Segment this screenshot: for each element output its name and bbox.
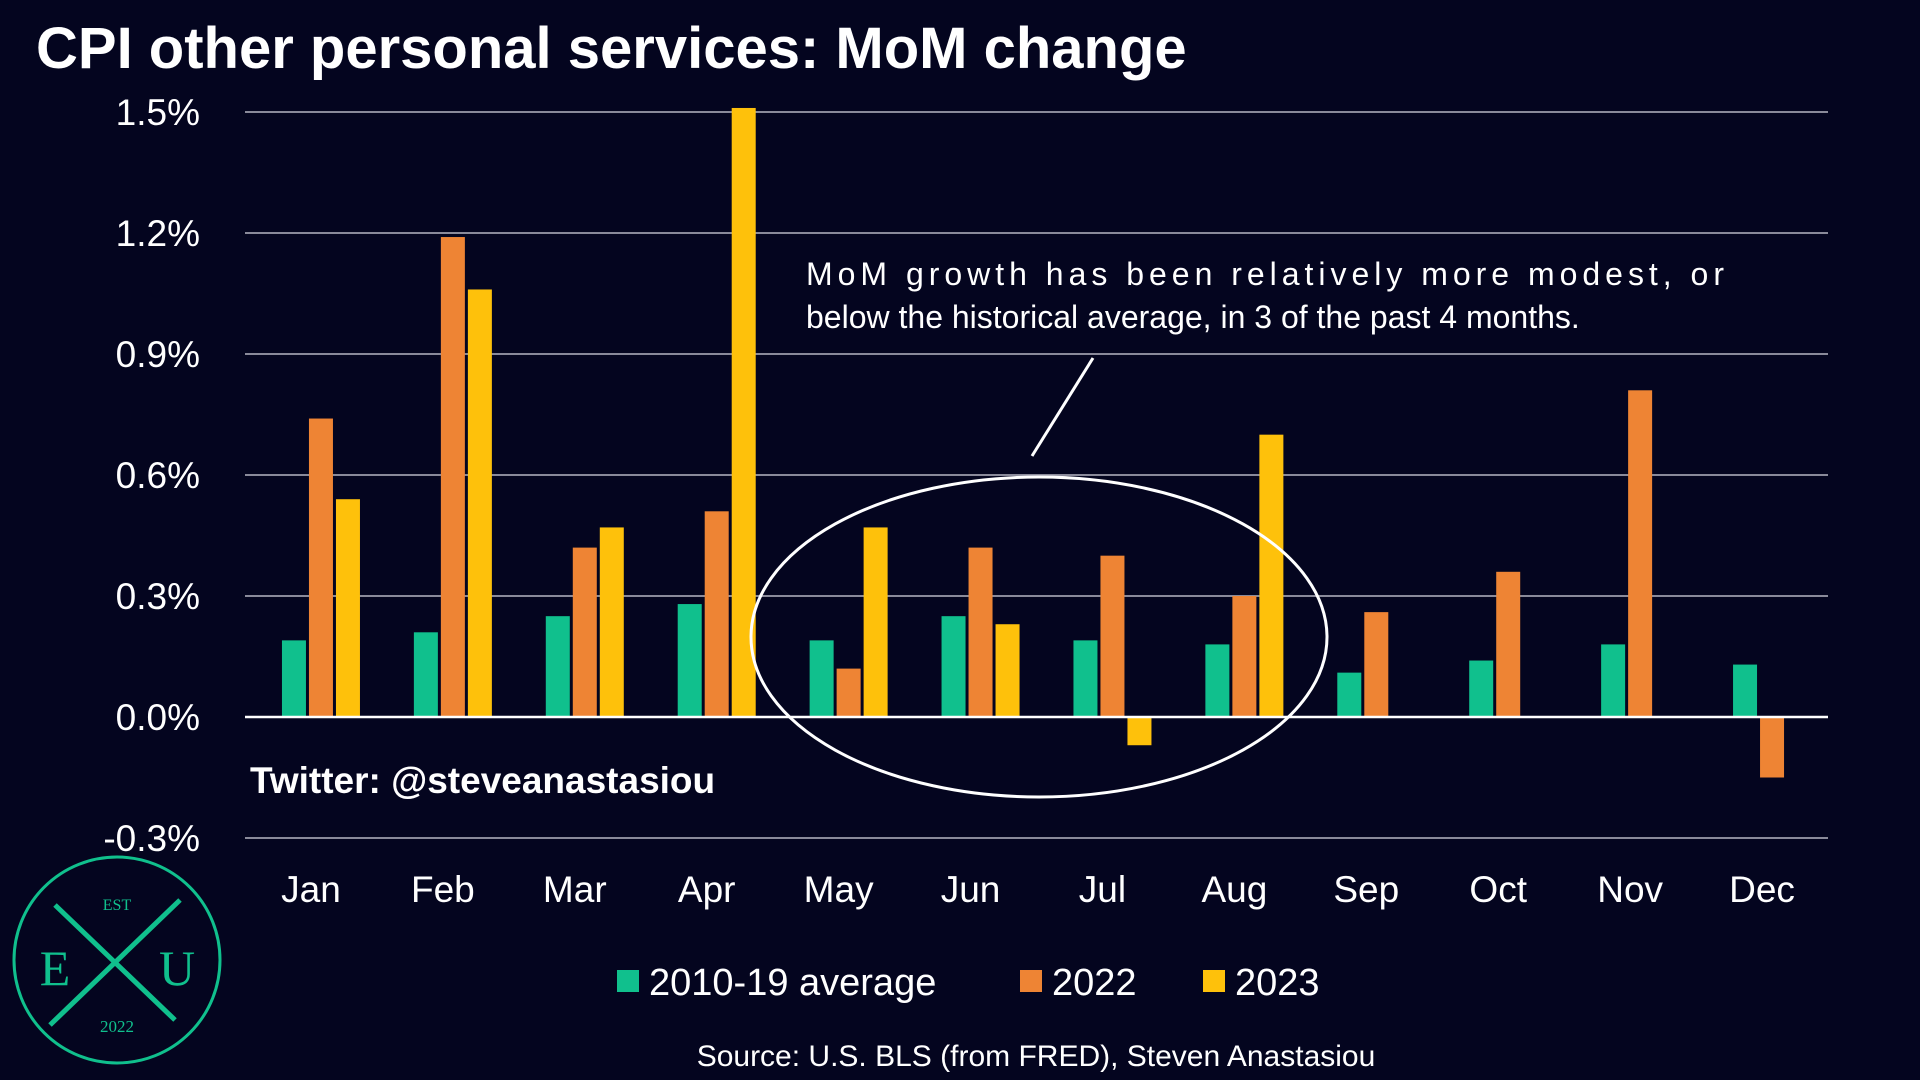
highlight-ellipse <box>749 475 1329 799</box>
bar-2010-19-average-jul <box>1073 640 1098 717</box>
bar-2022-feb <box>440 237 465 718</box>
bar-2022-aug <box>1232 596 1257 717</box>
bar-2010-19-average-nov <box>1601 644 1626 717</box>
y-tick-label: 0.0% <box>116 697 200 738</box>
annotation-line-1: MoM growth has been relatively more mode… <box>806 256 1724 292</box>
logo-u: U <box>159 940 195 996</box>
logo-year: 2022 <box>100 1017 134 1036</box>
bar-2022-jun <box>968 547 993 717</box>
x-tick-label: Jul <box>1079 869 1126 910</box>
bar-2010-19-average-aug <box>1205 644 1230 717</box>
x-tick-label: Nov <box>1597 869 1663 910</box>
bar-2023-may <box>863 527 888 717</box>
bars <box>281 107 1785 778</box>
bar-2022-jan <box>308 418 333 717</box>
legend-swatch <box>1203 970 1225 992</box>
legend-label: 2010-19 average <box>649 962 936 1004</box>
bar-2022-mar <box>572 547 597 717</box>
bar-2023-aug <box>1259 434 1284 717</box>
bar-2022-may <box>836 668 861 717</box>
y-tick-label: 1.2% <box>116 213 200 254</box>
y-tick-label: -0.3% <box>103 818 200 859</box>
gridlines <box>245 111 1828 839</box>
bar-2022-apr <box>704 511 729 717</box>
x-tick-label: May <box>804 869 874 910</box>
bar-2010-19-average-dec <box>1733 664 1758 717</box>
bar-2023-feb <box>467 289 492 717</box>
bar-2022-nov <box>1628 390 1653 717</box>
x-tick-label: Sep <box>1333 869 1399 910</box>
y-tick-label: 0.6% <box>116 455 200 496</box>
x-tick-label: Apr <box>678 869 736 910</box>
x-tick-label: Oct <box>1469 869 1527 910</box>
legend-label: 2023 <box>1235 962 1320 1004</box>
y-tick-label: 0.3% <box>116 576 200 617</box>
bar-2023-jan <box>335 499 360 717</box>
source-note: Source: U.S. BLS (from FRED), Steven Ana… <box>697 1040 1376 1073</box>
bar-2010-19-average-mar <box>545 616 570 717</box>
x-tick-label: Jun <box>941 869 1001 910</box>
bar-2010-19-average-apr <box>677 604 702 717</box>
x-tick-label: Feb <box>411 869 475 910</box>
x-tick-label: Dec <box>1729 869 1795 910</box>
bar-2010-19-average-oct <box>1469 660 1494 717</box>
logo-est: EST <box>103 897 132 914</box>
bar-2022-jul <box>1100 555 1125 717</box>
bar-2010-19-average-jun <box>941 616 966 717</box>
bar-2010-19-average-sep <box>1337 672 1362 717</box>
x-tick-label: Aug <box>1201 869 1267 910</box>
bar-2022-sep <box>1364 612 1389 717</box>
y-axis-ticks: 1.5% 1.2% 0.9% 0.6% 0.3% 0.0% -0.3% <box>103 92 200 859</box>
logo-e: E <box>40 940 71 996</box>
exu-logo: EST E U 2022 <box>12 855 222 1065</box>
y-tick-label: 1.5% <box>116 92 200 133</box>
watermark-handle: Twitter: @steveanastasiou <box>250 760 715 801</box>
legend-swatch <box>1020 970 1042 992</box>
bar-2022-oct <box>1496 571 1521 717</box>
legend-swatch <box>617 970 639 992</box>
y-tick-label: 0.9% <box>116 334 200 375</box>
x-axis-ticks: Jan Feb Mar Apr May Jun Jul Aug Sep Oct Nov Dec <box>281 869 1795 910</box>
legend: 2010-19 average 2022 2023 <box>617 962 1320 1004</box>
bar-2010-19-average-jan <box>281 640 306 717</box>
annotation-line-2: below the historical average, in 3 of th… <box>806 299 1580 335</box>
bar-2022-dec <box>1760 717 1785 778</box>
bar-2010-19-average-feb <box>413 632 438 717</box>
x-tick-label: Jan <box>281 869 341 910</box>
x-tick-label: Mar <box>543 869 607 910</box>
bar-2023-mar <box>599 527 624 717</box>
bar-2023-apr <box>731 107 756 717</box>
bar-2023-jul <box>1127 717 1152 746</box>
annotation-pointer <box>1030 357 1095 457</box>
chart-title: CPI other personal services: MoM change <box>36 16 1187 81</box>
legend-label: 2022 <box>1052 962 1137 1004</box>
bar-2023-jun <box>995 624 1020 717</box>
bar-2010-19-average-may <box>809 640 834 717</box>
